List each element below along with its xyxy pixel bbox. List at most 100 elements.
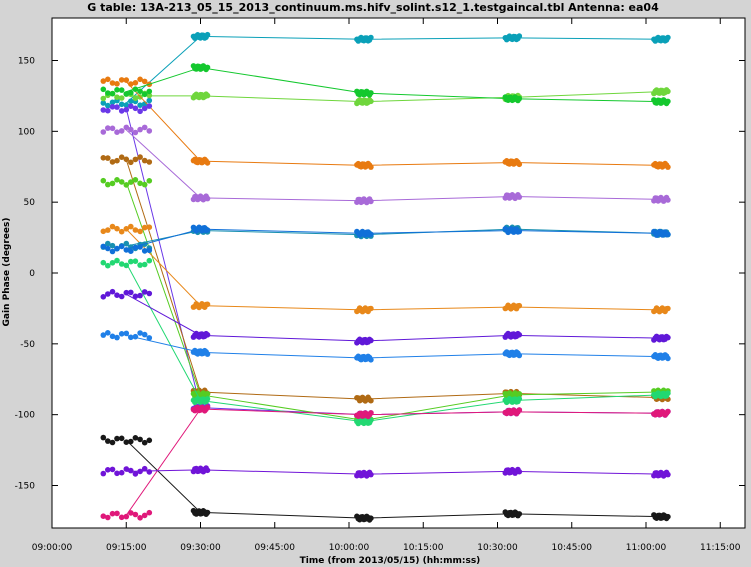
- data-point: [665, 231, 671, 238]
- data-point: [132, 80, 139, 86]
- data-point: [100, 78, 107, 84]
- data-point: [118, 293, 125, 300]
- data-point: [118, 331, 125, 337]
- data-point: [114, 292, 120, 299]
- data-point: [123, 247, 130, 253]
- data-point: [118, 261, 125, 267]
- data-point: [128, 334, 134, 341]
- data-point: [204, 160, 211, 166]
- data-point: [109, 333, 116, 340]
- data-point: [109, 439, 116, 446]
- x-tick-label: 11:00:00: [626, 543, 667, 553]
- data-point: [123, 182, 130, 188]
- data-point: [204, 404, 211, 411]
- data-point: [204, 301, 211, 308]
- y-tick-label: -150: [15, 482, 36, 492]
- data-point: [118, 77, 125, 83]
- data-point: [132, 95, 139, 101]
- data-point: [100, 86, 107, 93]
- data-point: [132, 227, 139, 233]
- data-point: [118, 87, 125, 93]
- data-point: [516, 95, 523, 102]
- y-tick-label: -50: [20, 340, 35, 350]
- data-point: [516, 33, 523, 39]
- data-point: [368, 305, 374, 312]
- data-point: [118, 101, 125, 108]
- data-point: [123, 106, 130, 113]
- data-point: [137, 154, 143, 160]
- data-point: [105, 102, 111, 109]
- data-point: [105, 155, 111, 161]
- data-point: [137, 180, 143, 187]
- data-point: [368, 471, 374, 478]
- data-point: [100, 228, 107, 235]
- data-point: [368, 337, 374, 344]
- data-point: [100, 100, 107, 106]
- data-point: [368, 90, 374, 96]
- x-tick-label: 10:30:00: [477, 543, 518, 553]
- data-point: [141, 78, 148, 85]
- x-tick-label: 09:15:00: [106, 543, 147, 553]
- data-point: [204, 31, 211, 38]
- data-point: [128, 89, 134, 96]
- data-point: [141, 157, 148, 164]
- data-point: [123, 91, 130, 97]
- data-point: [132, 244, 139, 251]
- data-point: [128, 467, 134, 474]
- series-layer: [100, 31, 671, 523]
- data-point: [146, 335, 153, 341]
- data-point: [146, 159, 153, 165]
- data-point: [141, 124, 148, 131]
- data-point: [109, 99, 116, 106]
- data-point: [204, 467, 211, 474]
- x-tick-label: 10:45:00: [552, 543, 593, 553]
- data-point: [114, 470, 120, 477]
- data-point: [204, 391, 211, 397]
- data-point: [146, 88, 153, 95]
- data-point: [128, 289, 134, 296]
- x-tick-label: 09:30:00: [180, 543, 221, 553]
- chart-title: G table: 13A-213_05_15_2013_continuum.ms…: [87, 1, 659, 14]
- data-point: [114, 157, 120, 164]
- data-point: [137, 126, 143, 133]
- data-point: [137, 292, 143, 299]
- data-point: [118, 514, 125, 521]
- data-point: [516, 161, 523, 168]
- data-point: [141, 91, 148, 98]
- data-point: [141, 439, 148, 446]
- data-point: [123, 77, 130, 83]
- data-point: [109, 125, 116, 132]
- data-point: [128, 258, 134, 265]
- data-point: [114, 129, 120, 135]
- data-point: [132, 293, 139, 300]
- data-point: [100, 294, 107, 300]
- series-14: [100, 434, 671, 523]
- data-point: [109, 248, 116, 255]
- data-point: [118, 108, 125, 114]
- data-point: [109, 242, 116, 249]
- data-point: [141, 289, 148, 295]
- data-point: [665, 305, 671, 312]
- data-point: [665, 471, 671, 478]
- data-point: [141, 331, 148, 338]
- data-point: [118, 243, 125, 250]
- data-point: [100, 107, 107, 113]
- data-point: [114, 177, 120, 183]
- data-point: [123, 240, 130, 247]
- data-point: [128, 81, 134, 87]
- data-point: [114, 257, 120, 264]
- data-point: [123, 330, 130, 337]
- data-point: [105, 107, 111, 114]
- data-point: [132, 333, 139, 340]
- data-point: [137, 102, 143, 108]
- data-point: [123, 289, 130, 296]
- data-point: [141, 465, 148, 472]
- data-point: [114, 81, 120, 87]
- data-point: [114, 225, 120, 232]
- data-point: [100, 332, 107, 338]
- data-point: [109, 180, 116, 187]
- data-point: [516, 302, 523, 309]
- data-point: [368, 515, 374, 521]
- data-point: [516, 468, 523, 475]
- data-point: [368, 410, 374, 416]
